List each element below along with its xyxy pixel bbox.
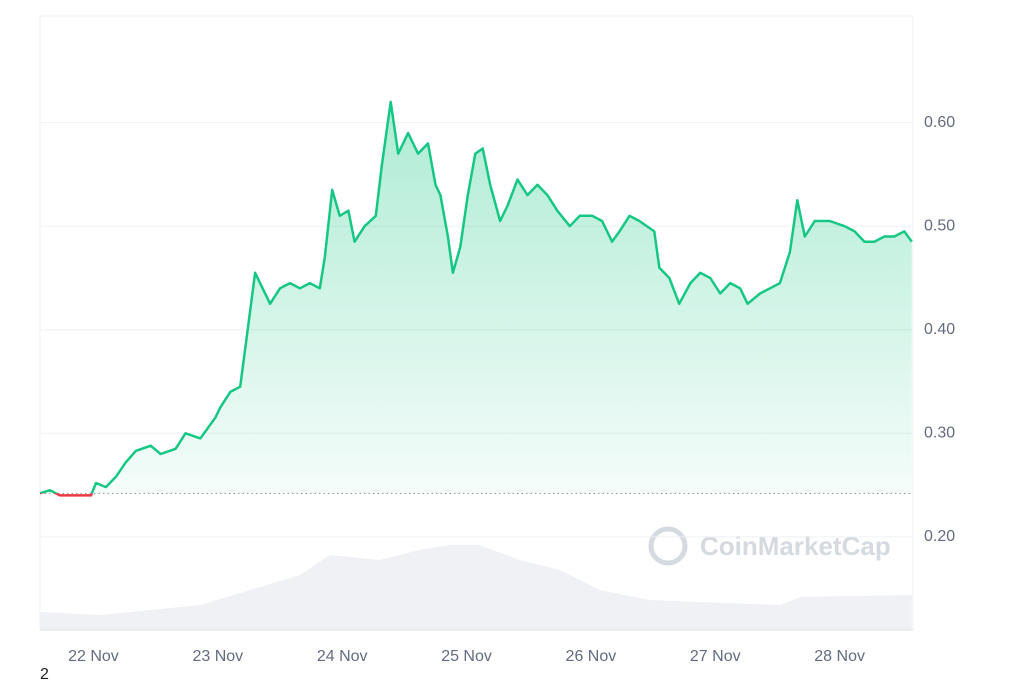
y-tick-label: 0.20 — [924, 528, 955, 545]
x-tick-label: 28 Nov — [814, 648, 865, 665]
x-tick-label: 22 Nov — [68, 648, 119, 665]
volume-area — [40, 545, 912, 630]
watermark-text: CoinMarketCap — [700, 531, 891, 561]
x-tick-label: 23 Nov — [192, 648, 243, 665]
watermark: CoinMarketCap — [648, 526, 891, 566]
x-tick-label: 25 Nov — [441, 648, 492, 665]
y-tick-label: 0.30 — [924, 424, 955, 441]
x-tick-label: 26 Nov — [566, 648, 617, 665]
x-tick-label: 24 Nov — [317, 648, 368, 665]
x-tick-label: 27 Nov — [690, 648, 741, 665]
price-line-up — [39, 100, 913, 494]
y-tick-label: 0.60 — [924, 114, 955, 131]
y-tick-label: 0.40 — [924, 321, 955, 338]
y-tick-label: 0.50 — [924, 217, 955, 234]
price-area — [40, 101, 912, 494]
footnote: 2 — [40, 666, 49, 683]
watermark-logo — [648, 526, 688, 566]
